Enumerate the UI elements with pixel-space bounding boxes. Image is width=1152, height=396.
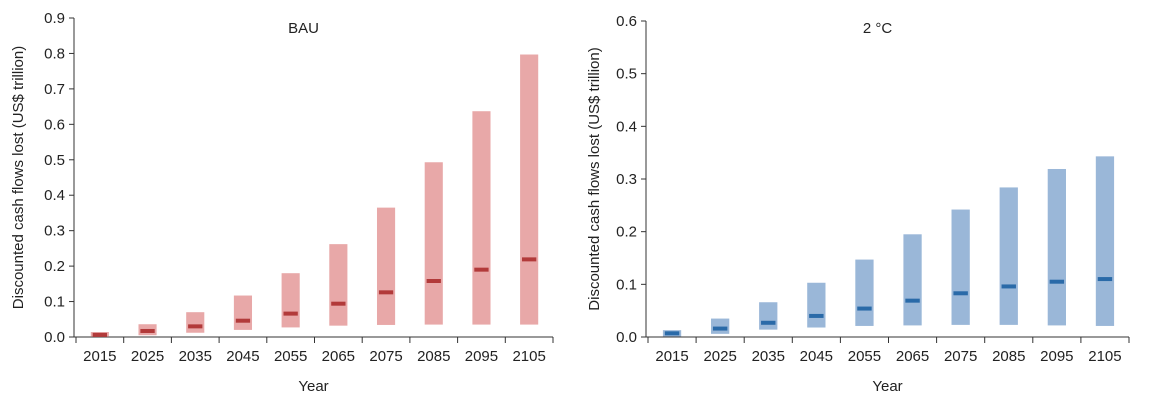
two-degree-x-axis-title: Year	[872, 378, 902, 395]
two-degree-y-tick-label: 0.1	[616, 276, 637, 293]
two-degree-y-tick-label: 0.3	[616, 171, 637, 188]
two-degree-range-bar-2085	[999, 187, 1018, 325]
bau-y-tick-label: 0.9	[44, 10, 65, 27]
two-degree-median-mark-2105	[1097, 277, 1113, 282]
two-degree-range-bar-2065	[903, 234, 922, 326]
bau-median-mark-2095	[474, 267, 489, 272]
two-degree-y-tick-label: 0.5	[616, 66, 637, 83]
bau-range-bar-2075	[376, 207, 396, 325]
bau-x-tick-label: 2085	[417, 348, 450, 365]
two-degree-range-bar-2045	[807, 282, 826, 328]
two-degree-x-tick-label: 2095	[1040, 348, 1073, 365]
bau-x-tick-label: 2055	[274, 348, 307, 365]
bau-median-mark-2045	[235, 318, 251, 323]
bau-y-tick-label: 0.6	[44, 116, 65, 133]
two-degree-x-tick-label: 2105	[1088, 348, 1121, 365]
two-degree-panel: 0.0 0.1 0.2 0.3 0.4 0.5 0.6 2015 2025 2035 2045 205…	[576, 0, 1152, 396]
two-degree-title: 2 °C	[863, 20, 893, 37]
two-degree-x-tick-label: 2055	[848, 348, 881, 365]
two-degree-x-tick-label: 2065	[896, 348, 929, 365]
two-degree-range-bar-2105	[1095, 156, 1115, 326]
bau-y-tick-label: 0.7	[44, 81, 65, 98]
bau-range-bar-2045	[233, 295, 253, 330]
two-degree-range-bar-2035	[759, 302, 778, 330]
bau-x-tick-label: 2035	[179, 348, 212, 365]
two-degree-median-mark-2035	[761, 320, 776, 325]
two-degree-x-tick-label: 2085	[992, 348, 1025, 365]
bau-median-mark-2075	[378, 290, 394, 295]
two-degree-range-bar-2055	[855, 259, 874, 326]
bau-median-mark-2025	[140, 328, 155, 333]
two-degree-x-tick-label: 2025	[703, 348, 736, 365]
two-degree-y-axis-title: Discounted cash flows lost (US$ trillion…	[586, 47, 603, 310]
bau-median-mark-2015	[92, 332, 108, 337]
bau-median-mark-2065	[331, 301, 346, 306]
two-degree-range-bar-2075	[951, 209, 970, 325]
bau-x-tick-label: 2105	[512, 348, 545, 365]
two-degree-median-mark-2085	[1001, 284, 1016, 289]
two-degree-y-tick-label: 0.2	[616, 224, 637, 241]
bau-title: BAU	[288, 20, 319, 37]
bau-panel: 0.0 0.1 0.2 0.3 0.4 0.5 0.6 0.7 0.8 0.9 2015 2025 20…	[10, 10, 554, 395]
two-degree-median-mark-2045	[809, 313, 824, 318]
two-degree-y-tick-label: 0.0	[616, 329, 637, 346]
two-degree-median-mark-2065	[905, 298, 920, 303]
bau-median-mark-2035	[188, 324, 203, 329]
bau-range-bar-2065	[329, 244, 348, 326]
two-degree-y-tick-label: 0.6	[616, 13, 637, 30]
bau-x-tick-label: 2015	[83, 348, 116, 365]
two-degree-median-mark-2015	[664, 331, 680, 336]
two-degree-x-tick-label: 2075	[944, 348, 977, 365]
two-degree-x-tick-label: 2035	[752, 348, 785, 365]
two-degree-chart: 0.0 0.1 0.2 0.3 0.4 0.5 0.6 2015 2025 2035 2045 205…	[586, 13, 1130, 395]
bau-x-tick-label: 2065	[322, 348, 355, 365]
two-degree-median-mark-2025	[712, 326, 728, 331]
bau-y-tick-label: 0.2	[44, 258, 65, 275]
bau-chart: 0.0 0.1 0.2 0.3 0.4 0.5 0.6 0.7 0.8 0.9 2015 2025 20…	[10, 10, 554, 395]
two-degree-median-mark-2075	[953, 291, 968, 296]
bau-y-tick-label: 0.4	[44, 187, 65, 204]
two-degree-x-tick-label: 2015	[655, 348, 688, 365]
bau-median-mark-2105	[521, 257, 537, 262]
bau-range-bar-2085	[424, 162, 443, 325]
two-degree-median-mark-2095	[1049, 279, 1065, 284]
bau-y-tick-label: 0.8	[44, 45, 65, 62]
bau-x-tick-label: 2095	[465, 348, 498, 365]
bau-y-tick-label: 0.0	[44, 329, 65, 346]
two-degree-range-bar-2095	[1047, 168, 1066, 326]
bau-y-tick-label: 0.3	[44, 223, 65, 240]
bau-median-mark-2055	[283, 311, 298, 316]
bau-x-axis-title: Year	[298, 378, 328, 395]
two-degree-y-tick-label: 0.4	[616, 118, 637, 135]
bau-y-tick-label: 0.1	[44, 294, 65, 311]
bau-y-axis-title: Discounted cash flows lost (US$ trillion…	[10, 46, 27, 309]
bau-x-tick-label: 2045	[226, 348, 259, 365]
bau-y-tick-label: 0.5	[44, 152, 65, 169]
bau-x-tick-label: 2025	[131, 348, 164, 365]
bau-median-mark-2085	[426, 278, 441, 283]
bau-range-bar-2055	[281, 273, 300, 328]
bau-x-tick-label: 2075	[369, 348, 402, 365]
bau-range-bar-2035	[186, 312, 205, 333]
bau-range-bar-2095	[472, 111, 491, 325]
bau-range-bar-2105	[520, 54, 539, 325]
two-degree-x-tick-label: 2045	[800, 348, 833, 365]
two-degree-range-bar-2025	[711, 318, 730, 334]
two-degree-median-mark-2055	[857, 306, 872, 311]
